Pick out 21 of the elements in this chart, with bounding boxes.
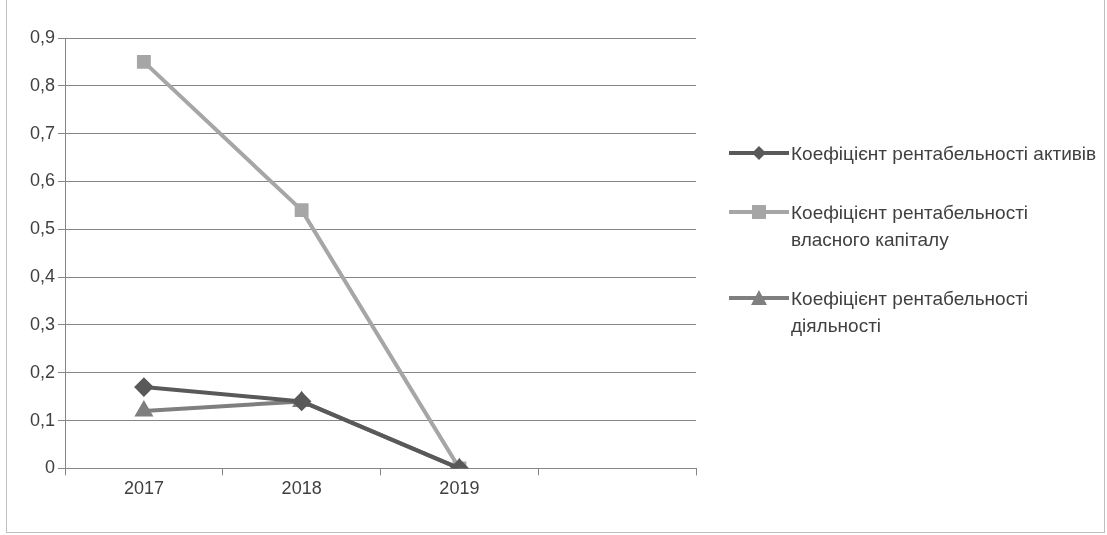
x-tick-label: 2019 (439, 478, 480, 499)
y-tick-label: 0,2 (29, 361, 56, 382)
point (136, 54, 151, 69)
point (135, 402, 152, 417)
x-tick-label: 2018 (281, 478, 322, 499)
y-tick-label: 0,1 (29, 409, 56, 430)
y-tick-label: 0,7 (29, 122, 56, 143)
legend-label: Коефіцієнт рентабельності активів (791, 142, 1097, 166)
y-tick-label: 0,3 (29, 313, 56, 334)
x-tick-label: 2017 (123, 478, 164, 499)
y-tick-label: 0,4 (29, 266, 56, 287)
y-tick-label: 0,6 (29, 170, 56, 191)
legend-label: Коефіцієнт рентабельності діяльності (791, 287, 1030, 338)
point (294, 203, 309, 218)
y-tick-label: 0 (45, 457, 56, 478)
point (134, 378, 153, 397)
y-tick-label: 0,8 (29, 74, 56, 95)
point (292, 392, 311, 411)
y-tick-label: 0,5 (29, 218, 56, 239)
legend-label: Коефіцієнт рентабельності власного капіталу (791, 201, 1030, 252)
y-tick-label: 0,9 (29, 26, 56, 47)
